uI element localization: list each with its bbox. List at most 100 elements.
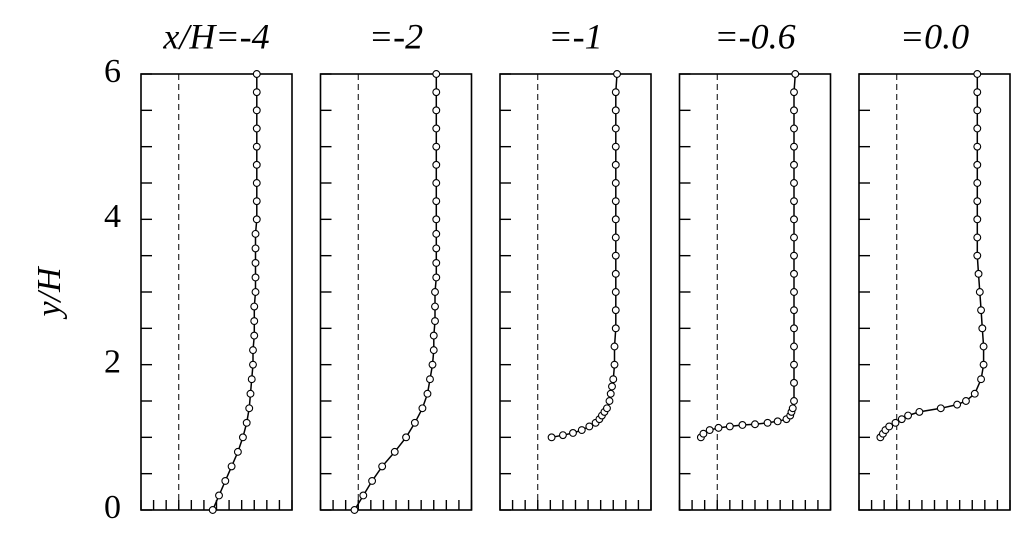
data-point: [252, 142, 261, 151]
data-point: [973, 124, 982, 133]
data-point: [973, 70, 982, 78]
plot-frame: [678, 73, 832, 511]
data-point: [432, 142, 441, 151]
data-point: [368, 476, 377, 485]
data-point: [432, 160, 441, 169]
data-point: [611, 88, 620, 97]
data-point: [250, 331, 259, 340]
data-point: [558, 431, 567, 440]
data-point: [714, 423, 723, 432]
data-point: [252, 124, 261, 133]
data-point: [613, 70, 621, 78]
data-point: [790, 269, 798, 278]
data-point: [432, 215, 441, 224]
data-point: [790, 197, 798, 206]
panel-title: =0.0: [900, 16, 969, 56]
data-point: [423, 389, 432, 398]
data-point: [790, 397, 798, 405]
data-point: [603, 404, 611, 413]
data-point: [975, 288, 984, 296]
data-point: [936, 404, 945, 413]
data-point: [790, 179, 798, 187]
data-point: [611, 324, 620, 333]
data-point: [233, 447, 242, 456]
data-point: [249, 346, 257, 355]
data-point: [238, 433, 247, 442]
data-point: [252, 88, 261, 97]
y-tick-label: 6: [104, 53, 121, 90]
y-tick-label: 0: [104, 489, 121, 526]
data-point: [402, 433, 411, 442]
data-point: [790, 342, 798, 351]
data-point: [242, 418, 251, 427]
data-point: [390, 447, 399, 456]
data-point: [915, 407, 924, 416]
data-point: [569, 429, 577, 437]
data-point: [790, 324, 798, 333]
panel-title: =-1: [548, 16, 602, 56]
data-point: [973, 215, 982, 224]
data-point: [359, 491, 368, 500]
data-point: [973, 142, 982, 151]
y-axis-label: y/H: [31, 265, 68, 320]
data-point: [247, 375, 256, 384]
data-point: [611, 215, 620, 224]
data-point: [973, 106, 982, 115]
data-point: [611, 233, 620, 242]
data-point: [605, 397, 614, 405]
data-point: [249, 360, 257, 369]
data-point: [970, 389, 979, 398]
data-point: [250, 317, 259, 326]
data-point: [611, 124, 620, 133]
data-point: [973, 251, 982, 260]
data-point: [251, 229, 260, 238]
data-point: [611, 142, 620, 151]
data-point: [790, 360, 798, 369]
data-point: [426, 375, 434, 384]
data-point: [577, 426, 586, 435]
data-point: [790, 215, 798, 224]
data-point: [431, 288, 439, 296]
data-point: [432, 197, 441, 206]
data-point: [432, 244, 441, 253]
data-point: [978, 324, 987, 333]
data-point: [791, 70, 800, 78]
data-point: [606, 389, 615, 398]
data-point: [973, 233, 982, 242]
data-point: [431, 317, 439, 326]
data-point: [432, 70, 441, 78]
data-point: [790, 233, 798, 242]
data-point: [973, 179, 982, 187]
data-point: [429, 331, 438, 340]
data-point: [245, 404, 254, 413]
data-point: [790, 306, 798, 315]
data-point: [410, 418, 419, 427]
data-point: [979, 342, 988, 351]
data-point: [962, 397, 970, 405]
data-point: [953, 400, 962, 409]
panel-title: x/H=-4: [162, 16, 269, 56]
data-point: [751, 420, 759, 429]
data-point: [608, 382, 616, 391]
profile-line: [879, 74, 985, 438]
data-point: [221, 476, 230, 485]
data-point: [763, 418, 772, 427]
data-point: [432, 179, 441, 187]
data-point: [585, 422, 594, 431]
data-point: [432, 106, 441, 115]
data-point: [251, 288, 260, 296]
data-point: [250, 302, 259, 311]
data-point: [973, 88, 982, 97]
data-point: [611, 179, 620, 187]
data-point: [432, 88, 441, 97]
data-point: [611, 160, 620, 169]
panel-title: =-0.6: [714, 16, 795, 56]
data-point: [252, 179, 261, 187]
data-point: [432, 258, 441, 267]
data-point: [705, 426, 714, 435]
profile-line: [353, 74, 438, 511]
data-point: [974, 269, 983, 278]
data-point: [215, 491, 223, 500]
